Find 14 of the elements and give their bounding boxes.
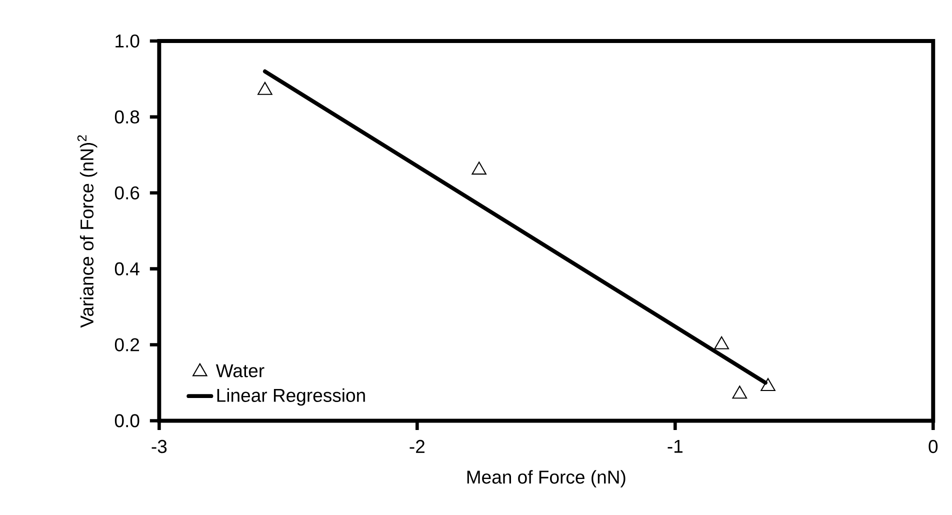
x-tick-label: -1 [668,440,682,453]
y-tick-label: 0.8 [114,110,140,124]
x-axis-title: Mean of Force (nN) [467,470,626,488]
x-tick-label: -2 [410,440,424,453]
y-axis-title: Variance of Force (nN)$^{2}$ [77,135,98,328]
x-tick-label: -3 [152,440,167,454]
legend-label: Linear Regression [217,388,365,406]
y-tick-label: 0.0 [114,414,140,428]
y-tick-label: 0.2 [114,338,140,352]
x-tick-label: 0 [928,440,938,454]
legend-label: Water [216,364,264,378]
y-tick-label: 1.0 [116,34,140,48]
y-tick-label: 0.6 [114,186,140,200]
y-tick-label: 0.4 [114,262,140,276]
